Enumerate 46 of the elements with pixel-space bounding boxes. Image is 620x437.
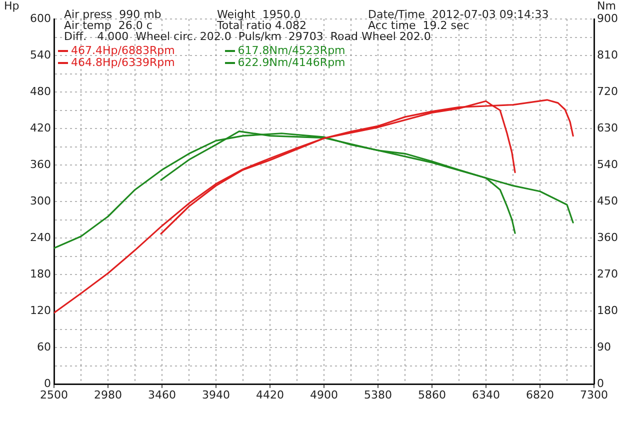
annotation: Total ratio 4.082 xyxy=(217,19,307,32)
y2-tick-label: 540 xyxy=(597,158,618,171)
y-tick-label: 360 xyxy=(30,158,51,171)
x-tick-label: 3940 xyxy=(202,388,230,402)
y-tick-label: 420 xyxy=(30,121,51,134)
legend-label: 467.4Hp/6883Rpm xyxy=(71,44,175,57)
x-tick-label: 5380 xyxy=(364,388,392,402)
x-tick-label: 7300 xyxy=(580,388,608,402)
x-tick-label: 4420 xyxy=(256,388,284,402)
y2-tick-label: 900 xyxy=(597,12,618,25)
annotation: Air press 990 mb xyxy=(64,8,162,21)
x-tick-label: 2500 xyxy=(40,388,68,402)
annotation: Diff. 4.000 Wheel circ. 202.0 Puls/km 29703 Road Wheel 202.0 xyxy=(64,30,431,43)
legend-label: 622.9Nm/4146Rpm xyxy=(238,56,346,69)
annotation: Date/Time 2012-07-03 09:14:33 xyxy=(368,8,549,21)
y2-tick-label: 270 xyxy=(597,267,618,280)
y-tick-label: 300 xyxy=(30,194,51,208)
annotation: Acc time 19.2 sec xyxy=(368,19,470,32)
y-tick-label: 120 xyxy=(30,304,51,317)
annotation: Weight 1950.0 xyxy=(217,8,301,21)
annotation: Air temp 26.0 c xyxy=(64,19,152,32)
x-tick-label: 3460 xyxy=(148,388,176,402)
y-tick-label: 0 xyxy=(44,376,51,390)
x-tick-label: 6340 xyxy=(472,388,500,402)
y2-tick-label: 810 xyxy=(597,48,618,62)
y2-tick-label: 180 xyxy=(597,304,618,317)
y2-tick-label: 0 xyxy=(597,376,604,390)
x-tick-label: 6820 xyxy=(526,388,554,402)
y-tick-label: 180 xyxy=(30,267,51,280)
y-tick-label: 480 xyxy=(30,84,51,98)
y-tick-label: 240 xyxy=(30,230,51,244)
y2-tick-label: 360 xyxy=(597,230,618,244)
y-tick-label: 600 xyxy=(30,12,51,25)
y-tick-label: 540 xyxy=(30,48,51,62)
x-tick-label: 4900 xyxy=(310,388,338,402)
y2-tick-label: 90 xyxy=(597,340,611,354)
legend-label: 617.8Nm/4523Rpm xyxy=(238,44,346,57)
x-tick-label: 2980 xyxy=(94,388,122,402)
y2-tick-label: 720 xyxy=(597,84,618,98)
y2-tick-label: 630 xyxy=(597,121,618,134)
x-tick-label: 5860 xyxy=(418,388,446,402)
legend-label: 464.8Hp/6339Rpm xyxy=(71,56,175,69)
y2-tick-label: 450 xyxy=(597,194,618,208)
y-axis-title: Hp xyxy=(4,0,20,12)
y-tick-label: 60 xyxy=(37,340,51,354)
y2-axis-title: Nm xyxy=(597,0,616,12)
